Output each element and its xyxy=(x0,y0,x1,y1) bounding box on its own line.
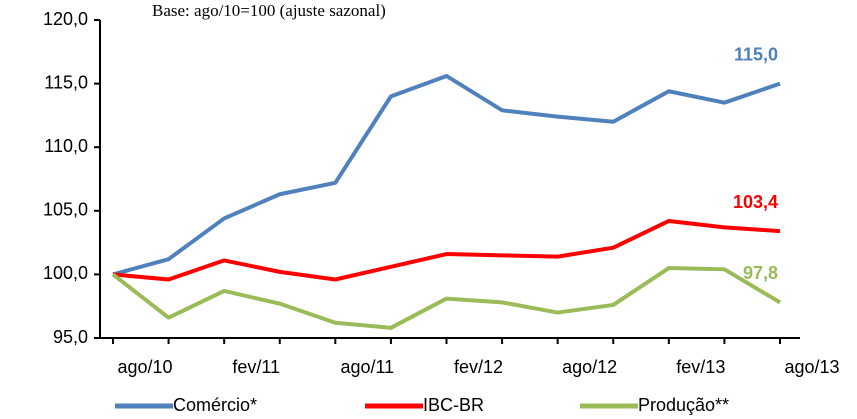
series-line xyxy=(112,218,781,282)
legend-label: Comércio* xyxy=(173,395,257,415)
x-tick-label: fev/13 xyxy=(676,357,725,377)
chart-subtitle: Base: ago/10=100 (ajuste sazonal) xyxy=(152,1,386,20)
x-tick-label: ago/11 xyxy=(340,357,394,377)
series-line xyxy=(111,266,782,330)
y-tick-label: 100,0 xyxy=(43,263,88,283)
y-tick-label: 95,0 xyxy=(53,327,88,347)
x-tick-label: ago/13 xyxy=(784,357,839,377)
y-tick-label: 105,0 xyxy=(43,200,88,220)
y-tick-label: 110,0 xyxy=(44,136,88,156)
x-tick-label: fev/12 xyxy=(454,357,503,377)
value-label: 97,8 xyxy=(743,263,778,283)
x-tick-label: ago/12 xyxy=(562,357,617,377)
legend-label: Produção** xyxy=(638,395,729,415)
x-tick-label: fev/11 xyxy=(232,357,280,377)
legend-label: IBC-BR xyxy=(423,395,484,415)
y-tick-label: 115,0 xyxy=(44,72,88,92)
value-label: 115,0 xyxy=(734,44,778,64)
value-label: 103,4 xyxy=(733,192,778,212)
series-line xyxy=(112,73,781,277)
y-tick-label: 120,0 xyxy=(43,9,88,29)
x-tick-label: ago/10 xyxy=(117,357,172,377)
